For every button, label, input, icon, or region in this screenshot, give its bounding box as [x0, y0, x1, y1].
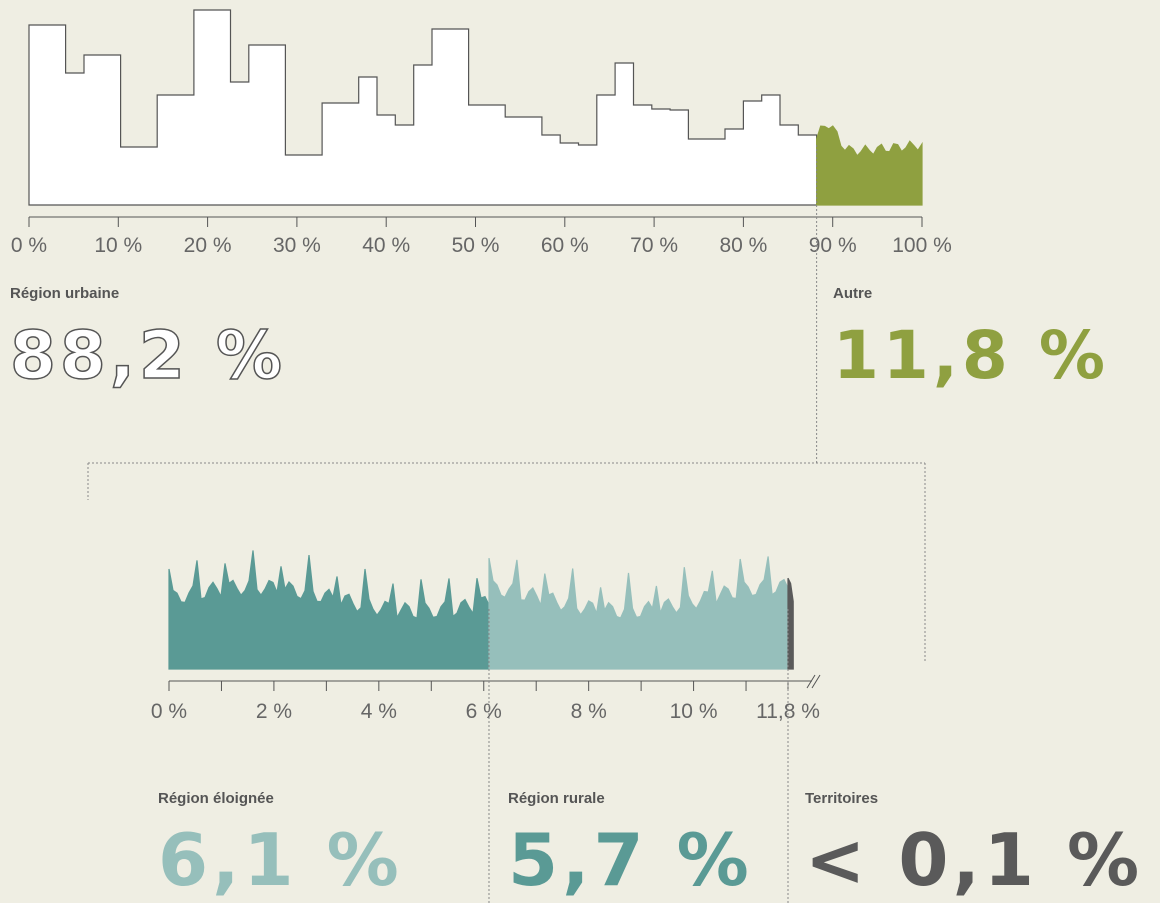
- category-label: Autre: [833, 285, 872, 302]
- segment: [815, 125, 923, 206]
- x-tick-label: 0 %: [11, 234, 47, 257]
- x-tick-label: 20 %: [184, 234, 232, 257]
- segment: [787, 577, 794, 670]
- category-label: Région éloignée: [158, 790, 274, 807]
- value-label: 11,8 %: [833, 317, 1109, 394]
- segment: [488, 556, 789, 670]
- x-tick-label: 0 %: [151, 700, 187, 723]
- category-label: Région urbaine: [10, 285, 119, 302]
- x-tick-label: 100 %: [892, 234, 952, 257]
- value-label: 88,2 %: [10, 317, 286, 394]
- x-tick-label: 50 %: [452, 234, 500, 257]
- segment: [168, 550, 490, 670]
- x-tick-label: 60 %: [541, 234, 589, 257]
- category-label: Région rurale: [508, 790, 605, 807]
- value-label: 5,7 %: [508, 818, 753, 902]
- x-tick-label: 80 %: [719, 234, 767, 257]
- x-tick-label: 4 %: [361, 700, 397, 723]
- zoom-connector: [87, 462, 926, 663]
- x-tick-label: 90 %: [809, 234, 857, 257]
- x-tick-label: 30 %: [273, 234, 321, 257]
- value-label: < 0,1 %: [805, 818, 1143, 902]
- segment: [28, 9, 818, 206]
- axis-break: [788, 674, 821, 689]
- x-tick-label: 11,8 %: [756, 700, 820, 723]
- x-tick-label: 8 %: [571, 700, 607, 723]
- x-tick-label: 6 %: [466, 700, 502, 723]
- x-tick-label: 70 %: [630, 234, 678, 257]
- x-tick-label: 10 %: [94, 234, 142, 257]
- x-tick-label: 10 %: [670, 700, 718, 723]
- x-tick-label: 40 %: [362, 234, 410, 257]
- x-tick-label: 2 %: [256, 700, 292, 723]
- value-label: 6,1 %: [158, 818, 403, 902]
- category-label: Territoires: [805, 790, 878, 807]
